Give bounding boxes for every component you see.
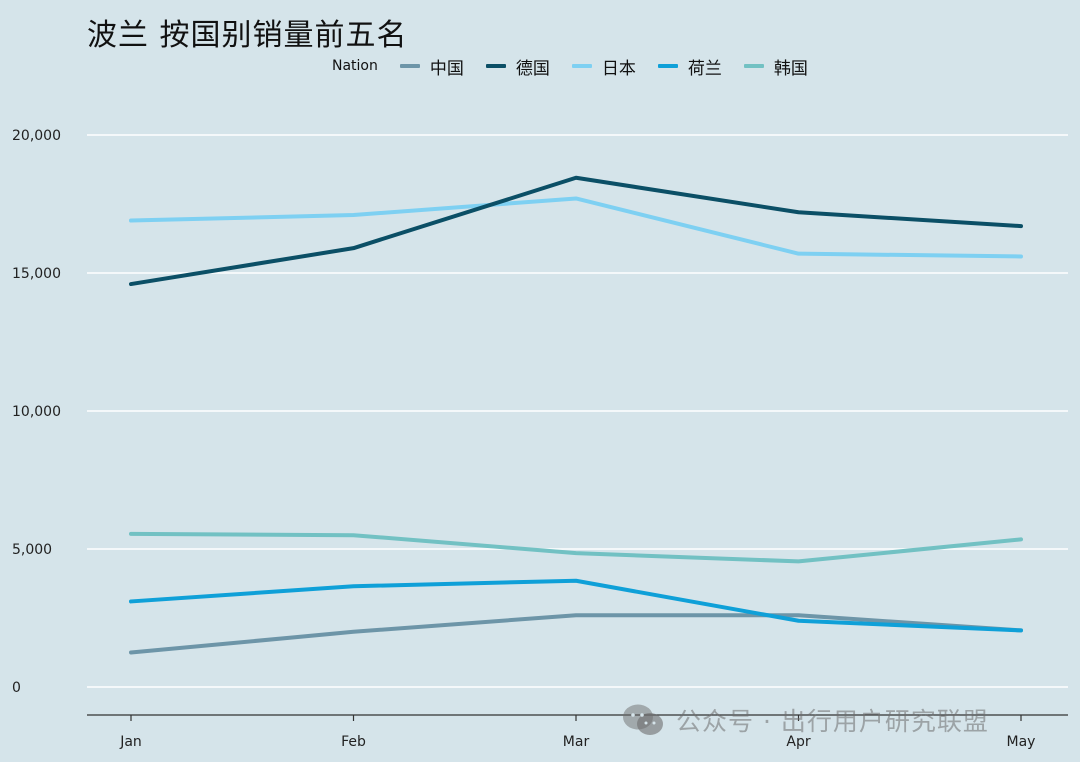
legend-label: 德国 [515, 58, 550, 79]
series-line [129, 196, 1023, 259]
legend-swatch [485, 64, 506, 68]
series-line [129, 531, 1023, 564]
y-tick-label: 20,000 [12, 128, 61, 144]
legend-swatch [657, 64, 678, 68]
x-tick-label: Mar [563, 734, 590, 750]
legend-item-netherlands[interactable]: 荷兰 [657, 54, 722, 79]
legend-label: 日本 [601, 58, 636, 79]
chart-title: 波兰 按国别销量前五名 [87, 18, 408, 53]
x-axis [87, 714, 1068, 721]
legend-label: 荷兰 [687, 58, 722, 79]
y-tick-label: 15,000 [12, 266, 61, 282]
y-tick-labels: 0 5,000 10,000 15,000 20,000 [12, 128, 61, 696]
x-tick-label: Jan [119, 734, 142, 750]
legend-item-japan[interactable]: 日本 [571, 54, 636, 79]
series-line [129, 578, 1023, 633]
legend-title: Nation [332, 58, 378, 74]
legend-label: 韩国 [773, 58, 808, 79]
x-tick-label: May [1007, 734, 1036, 750]
legend-item-germany[interactable]: 德国 [485, 54, 550, 79]
watermark: 公众号 · 出行用户研究联盟 [622, 702, 989, 738]
watermark-text: 公众号 · 出行用户研究联盟 [676, 707, 989, 736]
x-tick-labels: Jan Feb Mar Apr May [119, 734, 1035, 750]
legend-label: 中国 [429, 58, 464, 79]
x-tick-label: Apr [786, 734, 810, 750]
legend-swatch [743, 64, 764, 68]
series-lines [129, 175, 1023, 655]
wechat-icon [623, 704, 663, 735]
y-tick-label: 5,000 [12, 542, 52, 558]
legend-item-korea[interactable]: 韩国 [743, 54, 808, 79]
y-tick-label: 0 [12, 680, 21, 696]
series-line [129, 613, 1023, 655]
legend-item-china[interactable]: 中国 [399, 54, 464, 79]
legend-swatch [399, 64, 420, 68]
y-tick-label: 10,000 [12, 404, 61, 420]
legend: Nation 中国 德国 日本 荷兰 韩国 [332, 54, 830, 79]
series-line [129, 175, 1023, 287]
x-tick-label: Feb [341, 734, 366, 750]
legend-swatch [571, 64, 592, 68]
